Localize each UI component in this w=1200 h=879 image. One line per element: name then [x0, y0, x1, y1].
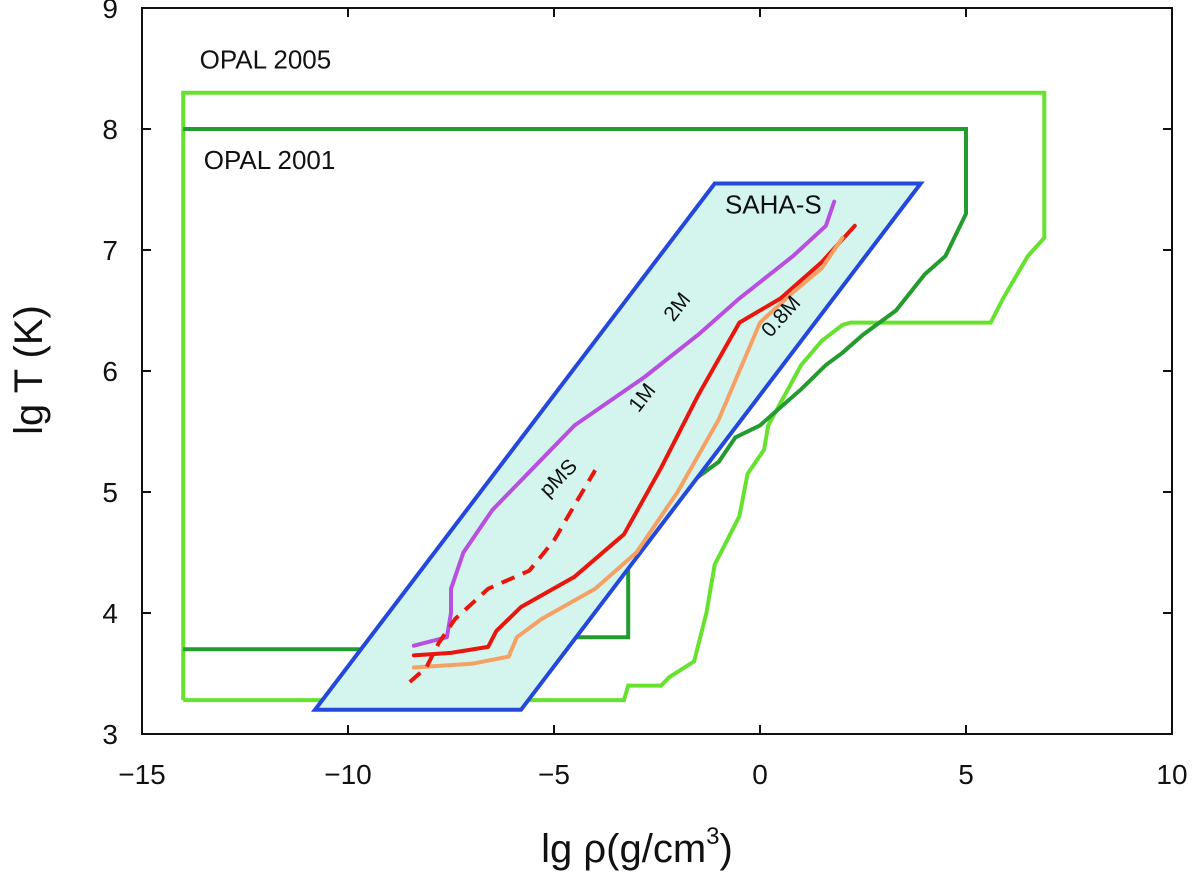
x-tick-label: −5 — [538, 759, 570, 790]
y-tick-label: 6 — [102, 356, 118, 387]
x-tick-label: −10 — [324, 759, 372, 790]
x-tick-label: 10 — [1156, 759, 1187, 790]
y-tick-label: 3 — [102, 719, 118, 750]
x-axis-title-sup: 3 — [706, 823, 719, 850]
annotation-opal-2001: OPAL 2001 — [204, 145, 336, 175]
annotation-saha-s: SAHA-S — [725, 190, 822, 220]
y-tick-label: 8 — [102, 114, 118, 145]
x-axis-title: lg ρ(g/cm3) — [541, 823, 733, 871]
y-tick-label: 9 — [102, 0, 118, 24]
annotation-opal-2005: OPAL 2005 — [200, 45, 332, 75]
y-tick-label: 5 — [102, 477, 118, 508]
y-tick-label: 4 — [102, 598, 118, 629]
y-tick-label: 7 — [102, 235, 118, 266]
region-saha-s — [315, 184, 921, 710]
x-tick-label: 0 — [752, 759, 768, 790]
x-axis-title-main: lg ρ(g/cm — [541, 827, 706, 871]
regions-layer — [183, 93, 1044, 710]
chart: −15 −10 −5 0 5 10 3 4 5 6 7 8 9 OPAL 2005 OPAL 2001 SA… — [0, 0, 1200, 879]
y-axis-title: lg T (K) — [7, 305, 51, 435]
x-tick-label: −15 — [118, 759, 166, 790]
x-axis-title-close: ) — [720, 827, 733, 871]
x-tick-label: 5 — [958, 759, 974, 790]
